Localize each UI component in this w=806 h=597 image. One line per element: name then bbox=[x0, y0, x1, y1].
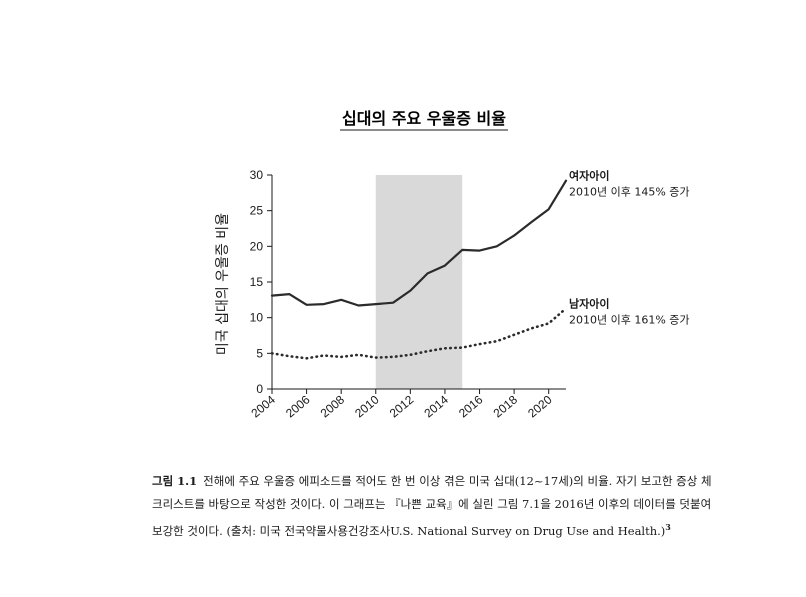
series-label-1: 남자아이 bbox=[569, 296, 609, 310]
y-tick-label: 25 bbox=[250, 204, 264, 218]
x-tick-label: 2018 bbox=[491, 392, 521, 420]
series-annotation-0: 2010년 이후 145% 증가 bbox=[569, 186, 690, 199]
x-tick-label: 2008 bbox=[318, 392, 348, 420]
chart-title: 십대의 주요 우울증 비율 bbox=[342, 109, 506, 128]
x-tick-label: 2006 bbox=[283, 392, 313, 420]
caption-text: 전해에 주요 우울증 에피소드를 적어도 한 번 이상 겪은 미국 십대(12~… bbox=[152, 474, 712, 538]
x-tick-label: 2004 bbox=[248, 392, 278, 420]
y-tick-label: 20 bbox=[250, 239, 264, 253]
series-line-0 bbox=[270, 179, 568, 307]
series-layer bbox=[270, 179, 568, 360]
x-tick-label: 2014 bbox=[421, 392, 451, 420]
x-tick-label: 2016 bbox=[456, 392, 486, 420]
y-tick-label: 5 bbox=[256, 346, 263, 360]
caption-lead: 그림 1.1 bbox=[152, 474, 198, 488]
x-tick-label: 2020 bbox=[525, 392, 555, 420]
caption-footnote: 3 bbox=[665, 522, 671, 532]
y-tick-label: 30 bbox=[250, 168, 264, 182]
series-label-0: 여자아이 bbox=[569, 169, 609, 183]
y-tick-label: 10 bbox=[250, 311, 264, 325]
y-axis-label: 미국 십대의 우울증 비율 bbox=[215, 213, 231, 355]
y-tick-label: 0 bbox=[256, 382, 263, 396]
series-annotation-1: 2010년 이후 161% 증가 bbox=[569, 313, 690, 326]
x-tick-label: 2010 bbox=[352, 392, 382, 420]
y-tick-label: 15 bbox=[250, 275, 264, 289]
figure-caption: 그림 1.1 전해에 주요 우울증 에피소드를 적어도 한 번 이상 겪은 미국 … bbox=[152, 470, 712, 543]
x-tick-label: 2012 bbox=[387, 392, 417, 420]
series-line-1 bbox=[270, 307, 568, 360]
